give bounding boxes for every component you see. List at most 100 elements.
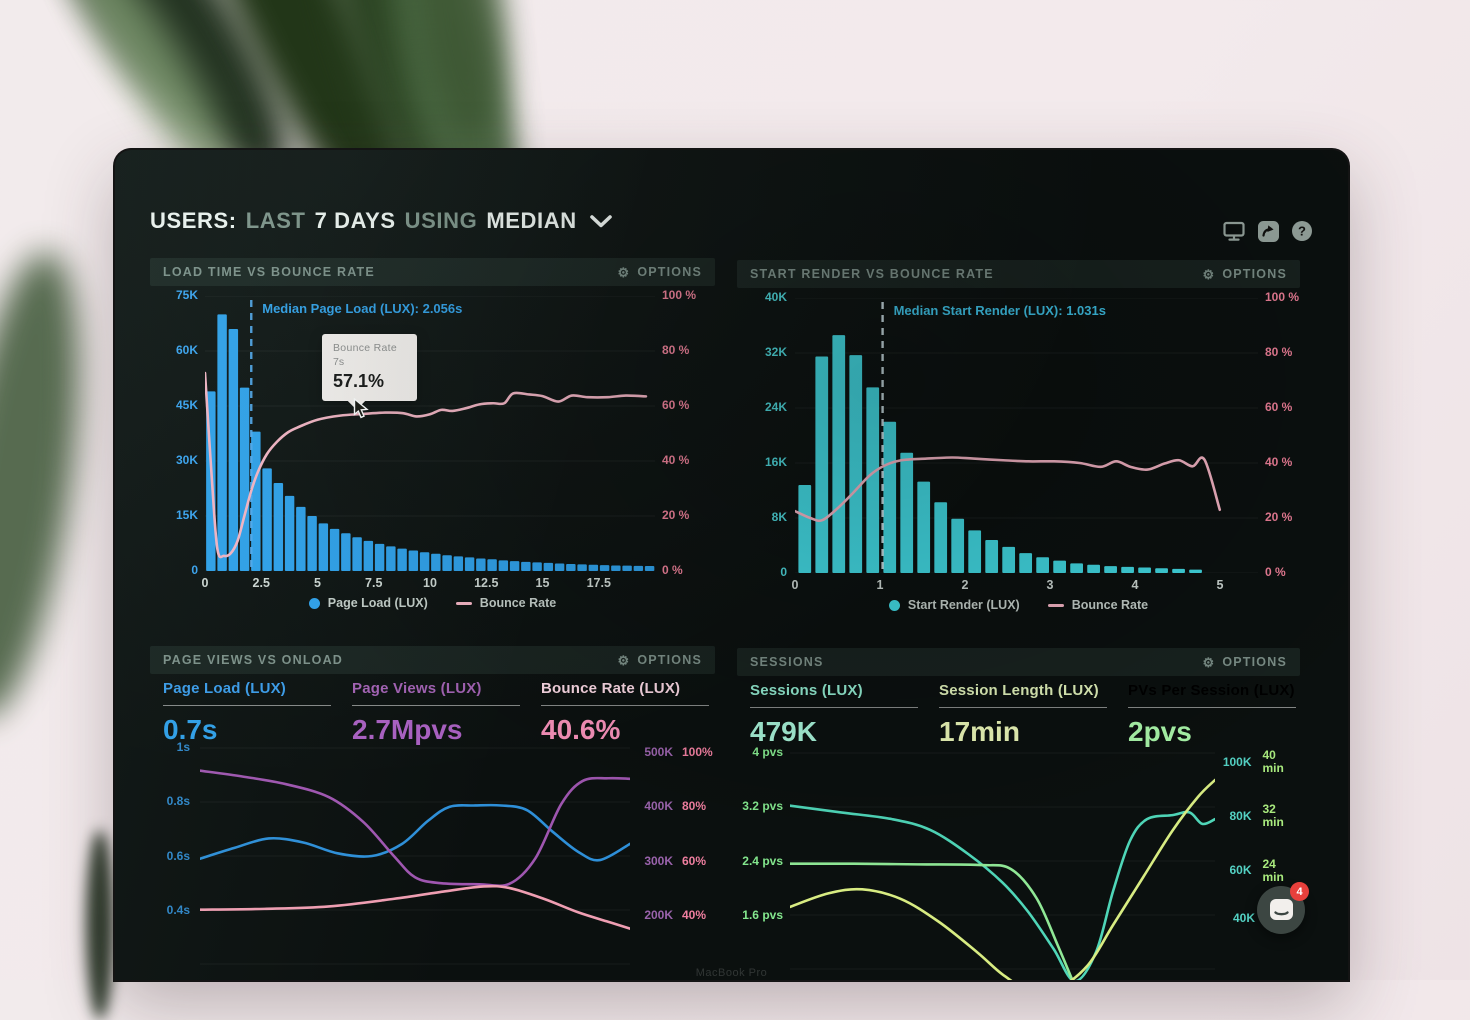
axis-tick-label: 20 %: [1265, 510, 1293, 524]
metric-label: Session Length (LUX): [939, 682, 1099, 699]
options-button[interactable]: ⚙ OPTIONS: [1202, 266, 1287, 282]
axis-tick-label: 12.5: [474, 576, 499, 590]
load-time-chart[interactable]: Median Page Load (LUX): 2.056s: [205, 296, 655, 571]
tooltip-subtitle: 7s: [333, 356, 345, 368]
panel-title: START RENDER VS BOUNCE RATE: [750, 267, 994, 281]
axis-tick-label: 100 %: [1265, 290, 1300, 304]
start-render-chart[interactable]: Median Start Render (LUX): 1.031s: [795, 298, 1258, 573]
axis-tick-label: 200K 40%: [644, 907, 707, 922]
tooltip-value: 57.1%: [333, 371, 385, 391]
y-axis-right: 100 % 80 % 60 % 40 % 20 % 0 %: [1265, 291, 1300, 579]
axis-tick-label: 80 %: [662, 343, 690, 357]
share-icon[interactable]: [1257, 220, 1279, 242]
axis-tick-label: 4 pvs: [752, 745, 783, 759]
panel-title: SESSIONS: [750, 655, 824, 669]
sessions-chart[interactable]: [790, 747, 1215, 980]
legend-item[interactable]: Start Render (LUX): [888, 598, 1020, 612]
metric-row: Sessions (LUX) 479K Session Length (LUX)…: [750, 682, 1300, 748]
axis-tick-label: 40 %: [1265, 455, 1293, 469]
metric-page-load: Page Load (LUX) 0.7s: [163, 680, 352, 746]
header-segment: MEDIAN: [486, 208, 577, 233]
axis-tick-label: 30K: [175, 453, 198, 467]
metric-value: 479K: [750, 716, 817, 747]
display-icon[interactable]: [1223, 220, 1245, 242]
axis-tick-label: 60K 24 min: [1229, 856, 1284, 884]
panel-start-render-vs-bounce-rate: START RENDER VS BOUNCE RATE ⚙ OPTIONS 40K…: [737, 260, 1300, 628]
panel-header: PAGE VIEWS VS ONLOAD ⚙ OPTIONS: [150, 646, 715, 674]
metric-label: Sessions (LUX): [750, 682, 863, 699]
panel-title: LOAD TIME VS BOUNCE RATE: [163, 265, 375, 279]
axis-tick-label: 500K 100%: [644, 745, 713, 759]
gear-icon: ⚙: [1202, 654, 1216, 670]
panel-page-views-vs-onload: PAGE VIEWS VS ONLOAD ⚙ OPTIONS Page Load …: [150, 646, 715, 980]
legend-item[interactable]: Page Load (LUX): [308, 596, 428, 610]
legend-item[interactable]: Bounce Rate: [455, 596, 556, 610]
axis-tick-label: 60 %: [662, 398, 690, 412]
date-range-dropdown[interactable]: USERS: LAST 7 DAYS USING MEDIAN: [150, 208, 612, 234]
metric-underline: [541, 705, 709, 706]
axis-tick-label: 75K: [175, 288, 198, 302]
panel-title: PAGE VIEWS VS ONLOAD: [163, 653, 344, 667]
x-axis: 0 1 2 3 4 5: [737, 578, 1300, 592]
metric-value: 0.7s: [163, 714, 218, 745]
metric-label: Page Views (LUX): [352, 680, 482, 697]
axis-tick-label: 0 %: [662, 563, 683, 577]
legend-line-swatch: [1047, 603, 1064, 607]
metric-sessions: Sessions (LUX) 479K: [750, 682, 939, 748]
axis-tick-label: 40 %: [662, 453, 690, 467]
metric-label: Bounce Rate (LUX): [541, 680, 681, 697]
axis-tick-label: 5: [1216, 578, 1224, 592]
options-button[interactable]: ⚙ OPTIONS: [617, 264, 702, 280]
panel-sessions: SESSIONS ⚙ OPTIONS Sessions (LUX) 479K Se…: [737, 648, 1300, 980]
y-axis-right: 100K 40 min 80K 32 min 60K 24 min 40K: [1217, 749, 1297, 925]
axis-tick-label: 8K: [771, 510, 787, 524]
axis-tick-label: 0: [780, 565, 787, 579]
header-segment: 7 DAYS: [314, 208, 396, 233]
axis-tick-label: 0.6s: [166, 848, 190, 863]
laptop-screen: USERS: LAST 7 DAYS USING MEDIAN ? LOAD T…: [115, 150, 1348, 980]
chart-tooltip: Bounce Rate 7s 57.1%: [322, 334, 417, 401]
metric-label: Page Load (LUX): [163, 680, 287, 697]
metric-pvs-per-session: PVs Per Session (LUX) 2pvs: [1128, 682, 1300, 748]
panel-header: LOAD TIME VS BOUNCE RATE ⚙ OPTIONS: [150, 258, 715, 286]
y-axis-right: 100 % 80 % 60 % 40 % 20 % 0 %: [662, 289, 712, 577]
options-button[interactable]: ⚙ OPTIONS: [617, 652, 702, 668]
axis-tick-label: 17.5: [586, 576, 611, 590]
y-axis-left: 75K 60K 45K 30K 15K 0: [150, 289, 198, 577]
help-icon[interactable]: ?: [1291, 220, 1313, 242]
axis-tick-label: 5: [314, 576, 321, 590]
axis-tick-label: 7.5: [365, 576, 383, 590]
axis-tick-label: 60 %: [1265, 400, 1293, 414]
metric-value: 2.7Mpvs: [352, 714, 463, 745]
header-toolbar: ?: [1223, 220, 1313, 242]
axis-tick-label: 15K: [175, 508, 198, 522]
panel-load-time-vs-bounce-rate: LOAD TIME VS BOUNCE RATE ⚙ OPTIONS 75K 60K…: [150, 258, 715, 626]
metric-session-length: Session Length (LUX) 17min: [939, 682, 1128, 748]
axis-tick-label: 0: [201, 576, 209, 590]
metric-underline: [1128, 707, 1296, 708]
metric-underline: [939, 707, 1107, 708]
panel-header: START RENDER VS BOUNCE RATE ⚙ OPTIONS: [737, 260, 1300, 288]
options-button[interactable]: ⚙ OPTIONS: [1202, 654, 1287, 670]
page-views-chart[interactable]: [200, 742, 630, 980]
axis-tick-label: 80 %: [1265, 345, 1293, 359]
metric-underline: [352, 705, 520, 706]
axis-tick-label: 1.6 pvs: [742, 907, 783, 922]
axis-tick-label: 0 %: [1265, 565, 1286, 579]
axis-tick-label: 40K: [764, 290, 787, 304]
axis-tick-label: 3: [1046, 578, 1054, 592]
header-segment: LAST: [245, 208, 306, 233]
axis-tick-label: 15: [535, 576, 550, 590]
panel-header: SESSIONS ⚙ OPTIONS: [737, 648, 1300, 676]
axis-tick-label: 2.5: [252, 576, 270, 590]
notification-badge: 4: [1290, 882, 1309, 901]
chat-launcher-button[interactable]: 4: [1257, 882, 1309, 934]
svg-text:Median Start Render (LUX): 1.0: Median Start Render (LUX): 1.031s: [894, 303, 1106, 318]
metric-value: 40.6%: [541, 714, 621, 745]
y-axis-left: 40K 32K 24K 16K 8K 0: [743, 291, 787, 579]
axis-tick-label: 100 %: [662, 288, 697, 302]
axis-tick-label: 2.4 pvs: [742, 853, 783, 868]
legend-item[interactable]: Bounce Rate: [1047, 598, 1148, 612]
metric-page-views: Page Views (LUX) 2.7Mpvs: [352, 680, 541, 746]
svg-text:?: ?: [1298, 223, 1306, 238]
